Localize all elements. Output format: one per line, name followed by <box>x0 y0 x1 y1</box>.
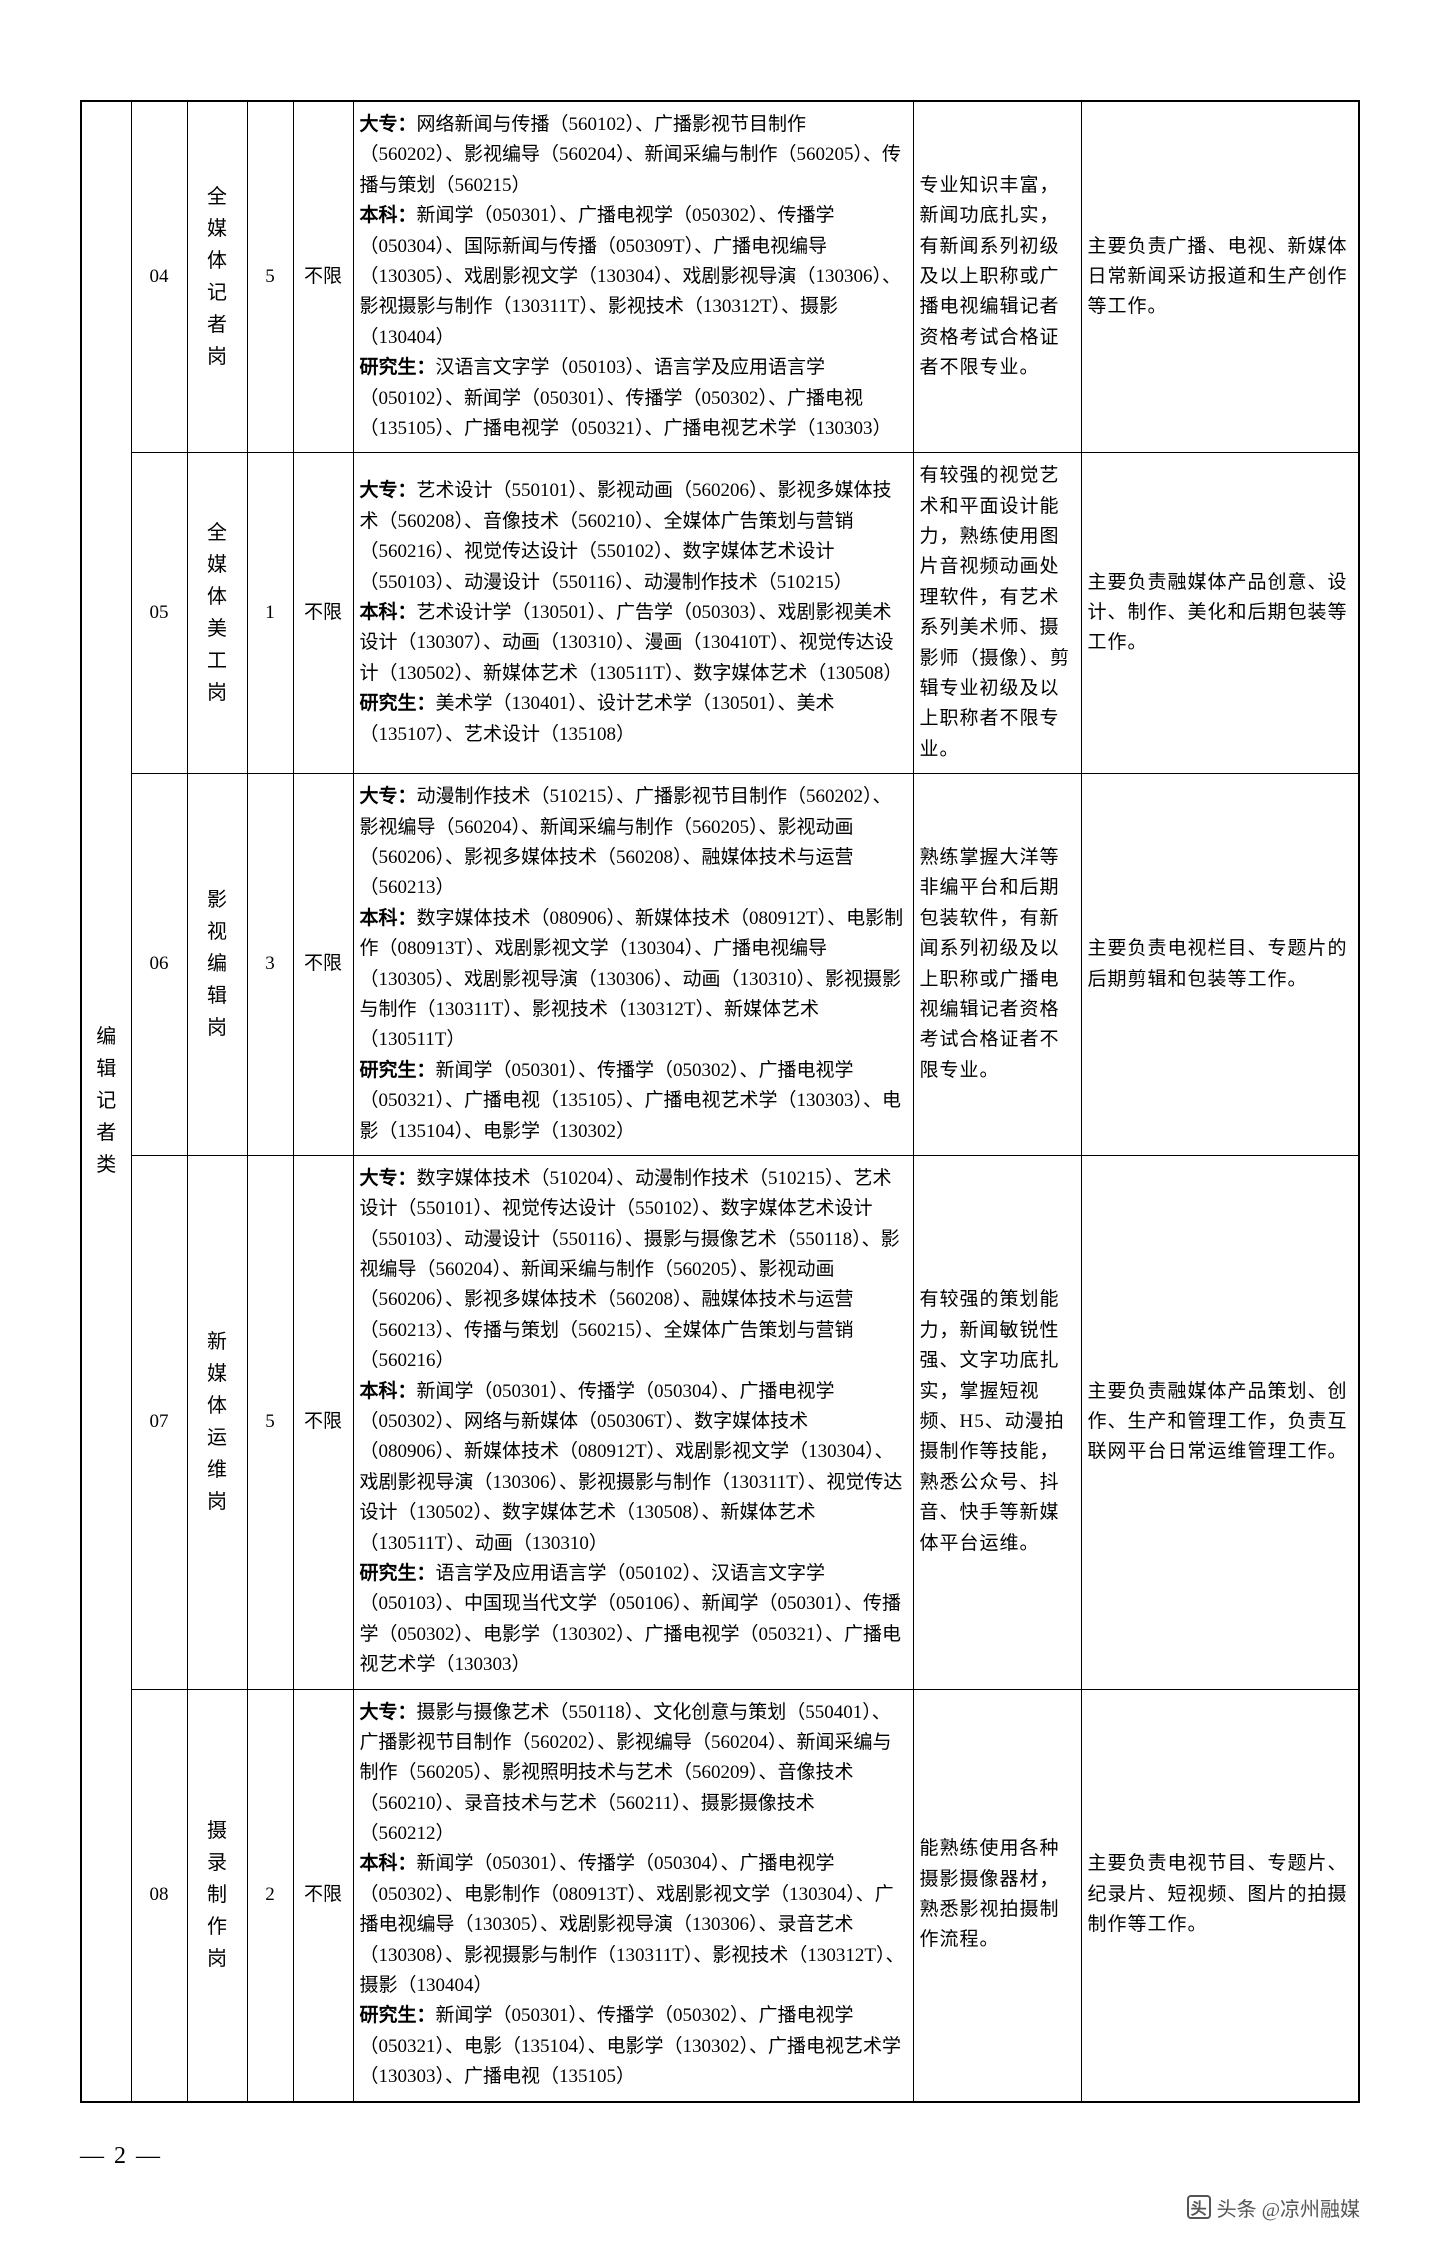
count: 2 <box>247 1689 293 2102</box>
duty: 主要负责广播、电视、新媒体日常新闻采访报道和生产创作等工作。 <box>1081 101 1359 453</box>
table-row: 编 辑 记 者 类04全 媒 体 记 者 岗5不限大专：网络新闻与传播（5601… <box>81 101 1359 453</box>
post-name: 全 媒 体 记 者 岗 <box>187 101 247 453</box>
duty: 主要负责电视节目、专题片、纪录片、短视频、图片的拍摄制作等工作。 <box>1081 1689 1359 2102</box>
row-number: 06 <box>131 774 187 1156</box>
post-name: 影 视 编 辑 岗 <box>187 774 247 1156</box>
other-requirements: 能熟练使用各种摄影摄像器材，熟悉影视拍摄制作流程。 <box>913 1689 1081 2102</box>
major-requirements: 大专：艺术设计（550101）、影视动画（560206）、影视多媒体技术（560… <box>353 453 913 774</box>
post-name: 新 媒 体 运 维 岗 <box>187 1155 247 1689</box>
other-requirements: 熟练掌握大洋等非编平台和后期包装软件，有新闻系列初级及以上职称或广播电视编辑记者… <box>913 774 1081 1156</box>
count: 1 <box>247 453 293 774</box>
row-number: 07 <box>131 1155 187 1689</box>
watermark: 头 头条 @凉州融媒 <box>1187 2193 1360 2222</box>
major-requirements: 大专：摄影与摄像艺术（550118）、文化创意与策划（550401）、广播影视节… <box>353 1689 913 2102</box>
major-requirements: 大专：动漫制作技术（510215）、广播影视节目制作（560202）、影视编导（… <box>353 774 913 1156</box>
duty: 主要负责融媒体产品策划、创作、生产和管理工作，负责互联网平台日常运维管理工作。 <box>1081 1155 1359 1689</box>
page-number: — 2 — <box>80 2143 1360 2170</box>
duty: 主要负责电视栏目、专题片的后期剪辑和包装等工作。 <box>1081 774 1359 1156</box>
recruitment-table: 编 辑 记 者 类04全 媒 体 记 者 岗5不限大专：网络新闻与传播（5601… <box>80 100 1360 2103</box>
count: 5 <box>247 101 293 453</box>
row-number: 05 <box>131 453 187 774</box>
other-requirements: 专业知识丰富，新闻功底扎实，有新闻系列初级及以上职称或广播电视编辑记者资格考试合… <box>913 101 1081 453</box>
count: 3 <box>247 774 293 1156</box>
table-row: 08摄 录 制 作 岗2不限大专：摄影与摄像艺术（550118）、文化创意与策划… <box>81 1689 1359 2102</box>
category-cell: 编 辑 记 者 类 <box>81 101 131 2102</box>
watermark-text: 头条 @凉州融媒 <box>1217 2193 1360 2222</box>
limit: 不限 <box>293 1155 353 1689</box>
table-row: 05全 媒 体 美 工 岗1不限大专：艺术设计（550101）、影视动画（560… <box>81 453 1359 774</box>
table-row: 06影 视 编 辑 岗3不限大专：动漫制作技术（510215）、广播影视节目制作… <box>81 774 1359 1156</box>
limit: 不限 <box>293 453 353 774</box>
post-name: 摄 录 制 作 岗 <box>187 1689 247 2102</box>
major-requirements: 大专：网络新闻与传播（560102）、广播影视节目制作（560202）、影视编导… <box>353 101 913 453</box>
limit: 不限 <box>293 101 353 453</box>
major-requirements: 大专：数字媒体技术（510204）、动漫制作技术（510215）、艺术设计（55… <box>353 1155 913 1689</box>
other-requirements: 有较强的策划能力，新闻敏锐性强、文字功底扎实，掌握短视频、H5、动漫拍摄制作等技… <box>913 1155 1081 1689</box>
limit: 不限 <box>293 774 353 1156</box>
row-number: 08 <box>131 1689 187 2102</box>
post-name: 全 媒 体 美 工 岗 <box>187 453 247 774</box>
row-number: 04 <box>131 101 187 453</box>
table-row: 07新 媒 体 运 维 岗5不限大专：数字媒体技术（510204）、动漫制作技术… <box>81 1155 1359 1689</box>
other-requirements: 有较强的视觉艺术和平面设计能力，熟练使用图片音视频动画处理软件，有艺术系列美术师… <box>913 453 1081 774</box>
count: 5 <box>247 1155 293 1689</box>
limit: 不限 <box>293 1689 353 2102</box>
toutiao-icon: 头 <box>1187 2195 1211 2219</box>
duty: 主要负责融媒体产品创意、设计、制作、美化和后期包装等工作。 <box>1081 453 1359 774</box>
